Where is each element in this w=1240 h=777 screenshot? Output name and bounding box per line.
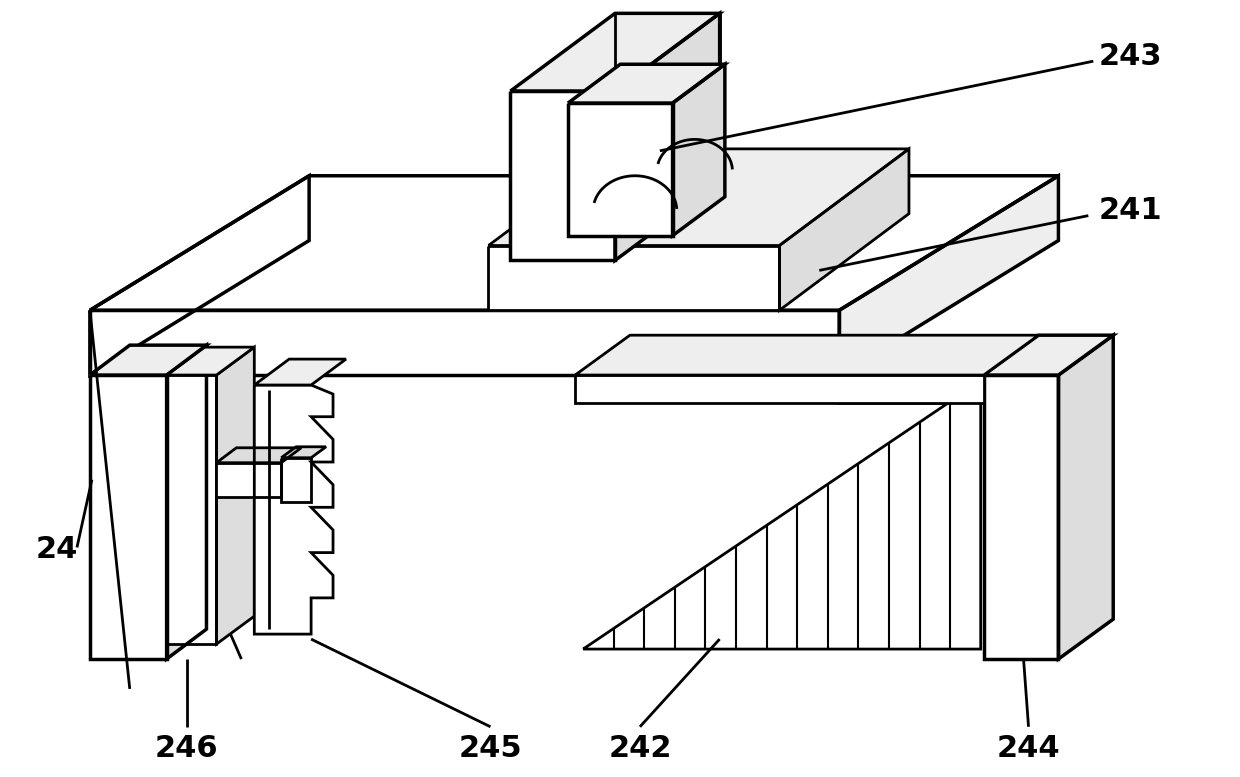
Polygon shape <box>1059 335 1114 659</box>
Polygon shape <box>217 448 301 463</box>
Polygon shape <box>511 13 719 91</box>
Polygon shape <box>672 64 725 235</box>
Polygon shape <box>575 375 983 403</box>
Polygon shape <box>489 246 780 310</box>
Polygon shape <box>166 375 217 644</box>
Polygon shape <box>983 375 1059 659</box>
Polygon shape <box>281 447 326 458</box>
Polygon shape <box>780 149 909 310</box>
Polygon shape <box>839 176 1059 375</box>
Polygon shape <box>983 335 1114 375</box>
Polygon shape <box>91 310 839 375</box>
Polygon shape <box>91 345 207 375</box>
Polygon shape <box>254 359 346 385</box>
Text: 245: 245 <box>459 733 522 763</box>
Polygon shape <box>615 13 719 260</box>
Polygon shape <box>568 103 672 235</box>
Text: 24: 24 <box>36 535 78 564</box>
Polygon shape <box>166 347 254 375</box>
Text: 242: 242 <box>608 733 672 763</box>
Text: 244: 244 <box>997 733 1060 763</box>
Polygon shape <box>91 375 166 659</box>
Polygon shape <box>166 345 207 659</box>
Text: 246: 246 <box>155 733 218 763</box>
Polygon shape <box>91 176 309 375</box>
Text: 243: 243 <box>1099 42 1162 71</box>
Polygon shape <box>575 335 1038 375</box>
Polygon shape <box>568 64 725 103</box>
Polygon shape <box>501 222 800 310</box>
Polygon shape <box>217 463 281 497</box>
Text: 241: 241 <box>1099 196 1162 225</box>
Polygon shape <box>217 347 254 644</box>
Polygon shape <box>91 176 1059 310</box>
Polygon shape <box>254 385 334 634</box>
Polygon shape <box>615 13 719 183</box>
Polygon shape <box>583 381 981 649</box>
Polygon shape <box>281 458 311 502</box>
Polygon shape <box>511 91 615 260</box>
Polygon shape <box>489 149 909 246</box>
Polygon shape <box>839 375 983 403</box>
